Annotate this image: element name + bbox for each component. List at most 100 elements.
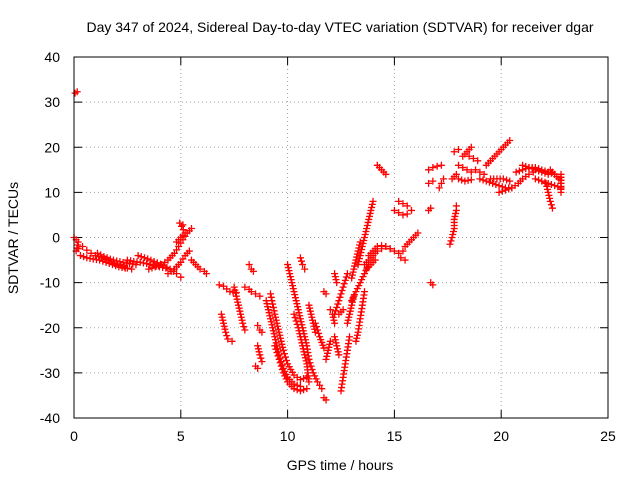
data-point [322, 396, 330, 404]
data-point [235, 304, 243, 312]
data-point [215, 281, 223, 289]
data-point [395, 197, 403, 205]
data-point [541, 169, 549, 177]
series-s31 [320, 394, 330, 404]
data-point [325, 343, 333, 351]
data-point [465, 152, 473, 160]
data-point [230, 283, 238, 291]
data-point [298, 339, 306, 347]
data-point [254, 342, 262, 350]
series-s22 [267, 290, 311, 384]
data-point [150, 257, 158, 265]
data-point [112, 262, 120, 270]
data-point [371, 256, 379, 264]
x-axis-label: GPS time / hours [287, 457, 394, 473]
data-point [324, 346, 332, 354]
data-point [241, 326, 249, 334]
data-point [140, 254, 148, 262]
data-point [296, 315, 304, 323]
data-point [440, 175, 448, 183]
data-point [542, 179, 550, 187]
data-point [293, 386, 301, 394]
data-point [464, 176, 472, 184]
data-point [297, 336, 305, 344]
data-point [348, 271, 356, 279]
data-point [451, 212, 459, 220]
data-point [437, 161, 445, 169]
data-point [306, 307, 314, 315]
data-point [501, 186, 509, 194]
series-s46 [363, 256, 379, 273]
data-point [450, 148, 458, 156]
data-point [144, 255, 152, 263]
data-point [467, 168, 475, 176]
series-s30 [320, 288, 330, 298]
data-point [348, 298, 356, 306]
data-point [233, 295, 241, 303]
data-point [258, 358, 266, 366]
data-point [80, 253, 88, 261]
data-point [378, 242, 386, 250]
series-s59 [450, 146, 462, 156]
data-point [333, 345, 341, 353]
data-point [297, 257, 305, 265]
data-point [435, 184, 443, 192]
series-s17 [252, 290, 264, 300]
data-point [97, 251, 105, 259]
data-point [278, 340, 286, 348]
data-point [285, 267, 293, 275]
y-tick-label: -40 [40, 410, 60, 426]
data-point [315, 329, 323, 337]
data-point [256, 292, 264, 300]
data-point [300, 348, 308, 356]
data-point [292, 297, 300, 305]
data-point [267, 315, 275, 323]
data-point [312, 375, 320, 383]
data-point [289, 282, 297, 290]
data-point [268, 321, 276, 329]
series-s43 [354, 197, 377, 269]
data-point [228, 337, 236, 345]
data-point [275, 355, 283, 363]
data-point [231, 286, 239, 294]
data-point [476, 168, 484, 176]
data-point [276, 359, 284, 367]
data-point [280, 350, 288, 358]
series-s60 [454, 161, 475, 176]
data-point [356, 255, 364, 263]
data-point [115, 263, 123, 271]
series-s42 [348, 261, 373, 305]
data-point [119, 258, 127, 266]
data-point [154, 262, 162, 270]
x-tick-label: 25 [600, 428, 616, 444]
data-point [74, 245, 82, 253]
data-point [136, 258, 144, 266]
data-point [300, 386, 308, 394]
data-point [454, 175, 462, 183]
data-point [332, 307, 340, 315]
data-point [322, 290, 330, 298]
data-point [86, 254, 94, 262]
data-point [498, 187, 506, 195]
data-point [535, 176, 543, 184]
data-point [541, 178, 549, 186]
data-point [305, 301, 313, 309]
data-point [454, 146, 462, 154]
data-point [219, 316, 227, 324]
data-point [256, 351, 264, 359]
data-point [531, 175, 539, 183]
data-point [185, 247, 193, 255]
data-point [354, 261, 362, 269]
data-point [320, 344, 328, 352]
data-point [335, 297, 343, 305]
data-point [546, 194, 554, 202]
data-point [265, 309, 273, 317]
data-point [336, 293, 344, 301]
data-point [367, 206, 375, 214]
data-point [326, 340, 334, 348]
series-s39 [352, 288, 368, 345]
data-point [356, 279, 364, 287]
data-point [452, 202, 460, 210]
data-point [291, 314, 299, 322]
data-point [429, 177, 437, 185]
